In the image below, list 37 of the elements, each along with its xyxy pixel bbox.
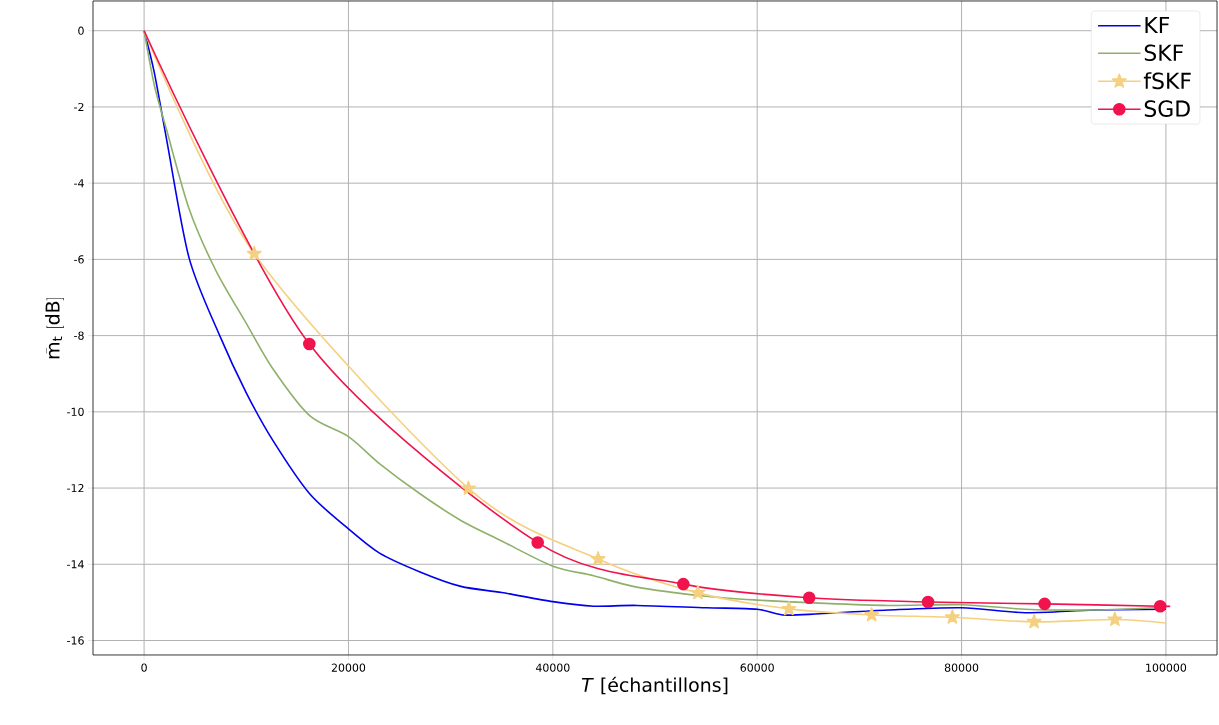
point <box>1038 597 1051 611</box>
point <box>677 577 690 591</box>
y-tick-label: -2 <box>74 102 84 111</box>
point <box>781 601 797 616</box>
x-axis-title: T [échantillons] <box>581 676 728 695</box>
point <box>590 551 606 566</box>
y-tick-label: 0 <box>78 26 84 35</box>
y-tick-label: -16 <box>67 636 84 645</box>
point <box>246 245 262 261</box>
point <box>1107 611 1123 626</box>
y-axis-title: $\bar{\mathrm{m}}_{\mathrm{t}}\ \mathrm{[dB]}$ <box>45 297 64 359</box>
point <box>1153 599 1167 613</box>
point <box>944 609 960 624</box>
point <box>460 480 476 495</box>
x-tick-label: 80000 <box>944 663 979 672</box>
x-tick-label: 20000 <box>331 663 366 672</box>
x-tick-label: 0 <box>141 663 147 672</box>
x-tick-label: 60000 <box>740 663 774 672</box>
y-tick-label: -8 <box>74 331 84 340</box>
point <box>864 607 880 622</box>
y-tick-label: -10 <box>67 407 84 416</box>
y-tick-label: -14 <box>67 560 84 569</box>
legend-label: fSKF <box>1143 72 1191 90</box>
y-tick-label: -12 <box>67 484 84 493</box>
point <box>802 591 816 605</box>
legend-label: SKF <box>1144 44 1183 62</box>
x-tick-label: 40000 <box>535 663 570 672</box>
y-tick-label: -6 <box>74 255 84 264</box>
point <box>303 337 316 351</box>
legend-label: KF <box>1145 16 1170 33</box>
point <box>1026 614 1042 629</box>
point <box>921 595 935 609</box>
point <box>690 585 706 600</box>
legend-label: SGD <box>1144 100 1190 117</box>
point <box>531 536 545 549</box>
y-tick-label: -4 <box>74 179 84 188</box>
x-tick-label: 100000 <box>1146 663 1187 672</box>
